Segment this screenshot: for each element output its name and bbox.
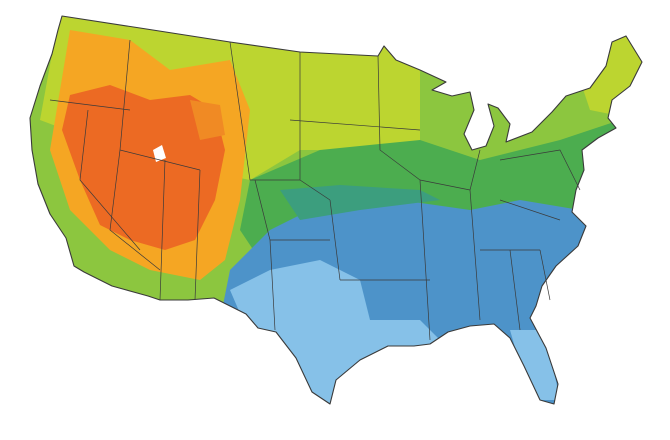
state-borders	[29, 15, 643, 405]
salt-lake	[153, 145, 166, 162]
zone-red	[62, 85, 225, 250]
zone-green	[240, 110, 642, 260]
borders	[49, 39, 581, 341]
zone-orange-patch	[190, 100, 225, 140]
